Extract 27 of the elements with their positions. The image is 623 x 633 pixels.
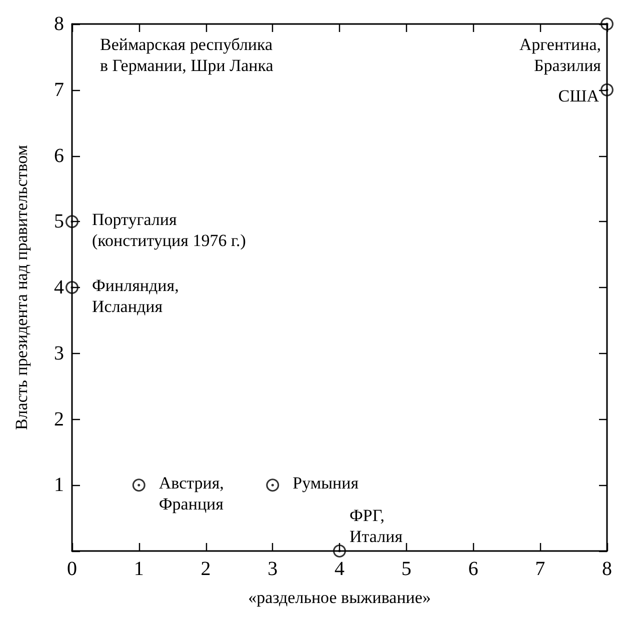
y-tick-label: 1: [54, 474, 64, 496]
x-tick-label: 0: [67, 558, 77, 580]
annotation: Португалия (конституция 1976 г.): [92, 210, 246, 250]
annotation: Австрия, Франция: [158, 474, 224, 514]
x-tick-label: 3: [268, 558, 278, 580]
x-axis-title: «раздельное выживание»: [248, 588, 431, 607]
x-tick-label: 6: [468, 558, 478, 580]
y-tick-label: 8: [54, 13, 64, 35]
y-tick-label: 5: [54, 210, 64, 233]
y-axis-title: Власть президента над правительством: [12, 144, 31, 430]
x-tick-label: 2: [200, 558, 211, 580]
y-tick-label: 6: [54, 144, 64, 167]
x-tick-label: 5: [401, 558, 412, 580]
annotation: ФРГ, Италия: [350, 506, 403, 546]
annotation: Веймарская республика в Германии, Шри Ланка: [100, 35, 274, 75]
x-tick-label: 8: [602, 558, 612, 580]
x-tick-label: 1: [134, 558, 144, 580]
y-tick-label: 4: [54, 276, 64, 298]
annotation: Финляндия, Исландия: [92, 276, 179, 316]
annotation: США: [558, 86, 600, 106]
annotation: Румыния: [292, 474, 359, 493]
x-tick-label: 7: [535, 558, 546, 580]
y-tick-label: 3: [54, 342, 64, 364]
x-tick-label: 4: [334, 558, 344, 580]
y-tick-label: 7: [54, 78, 64, 101]
annotation: Аргентина, Бразилия: [519, 35, 602, 75]
y-tick-label: 2: [54, 408, 64, 430]
